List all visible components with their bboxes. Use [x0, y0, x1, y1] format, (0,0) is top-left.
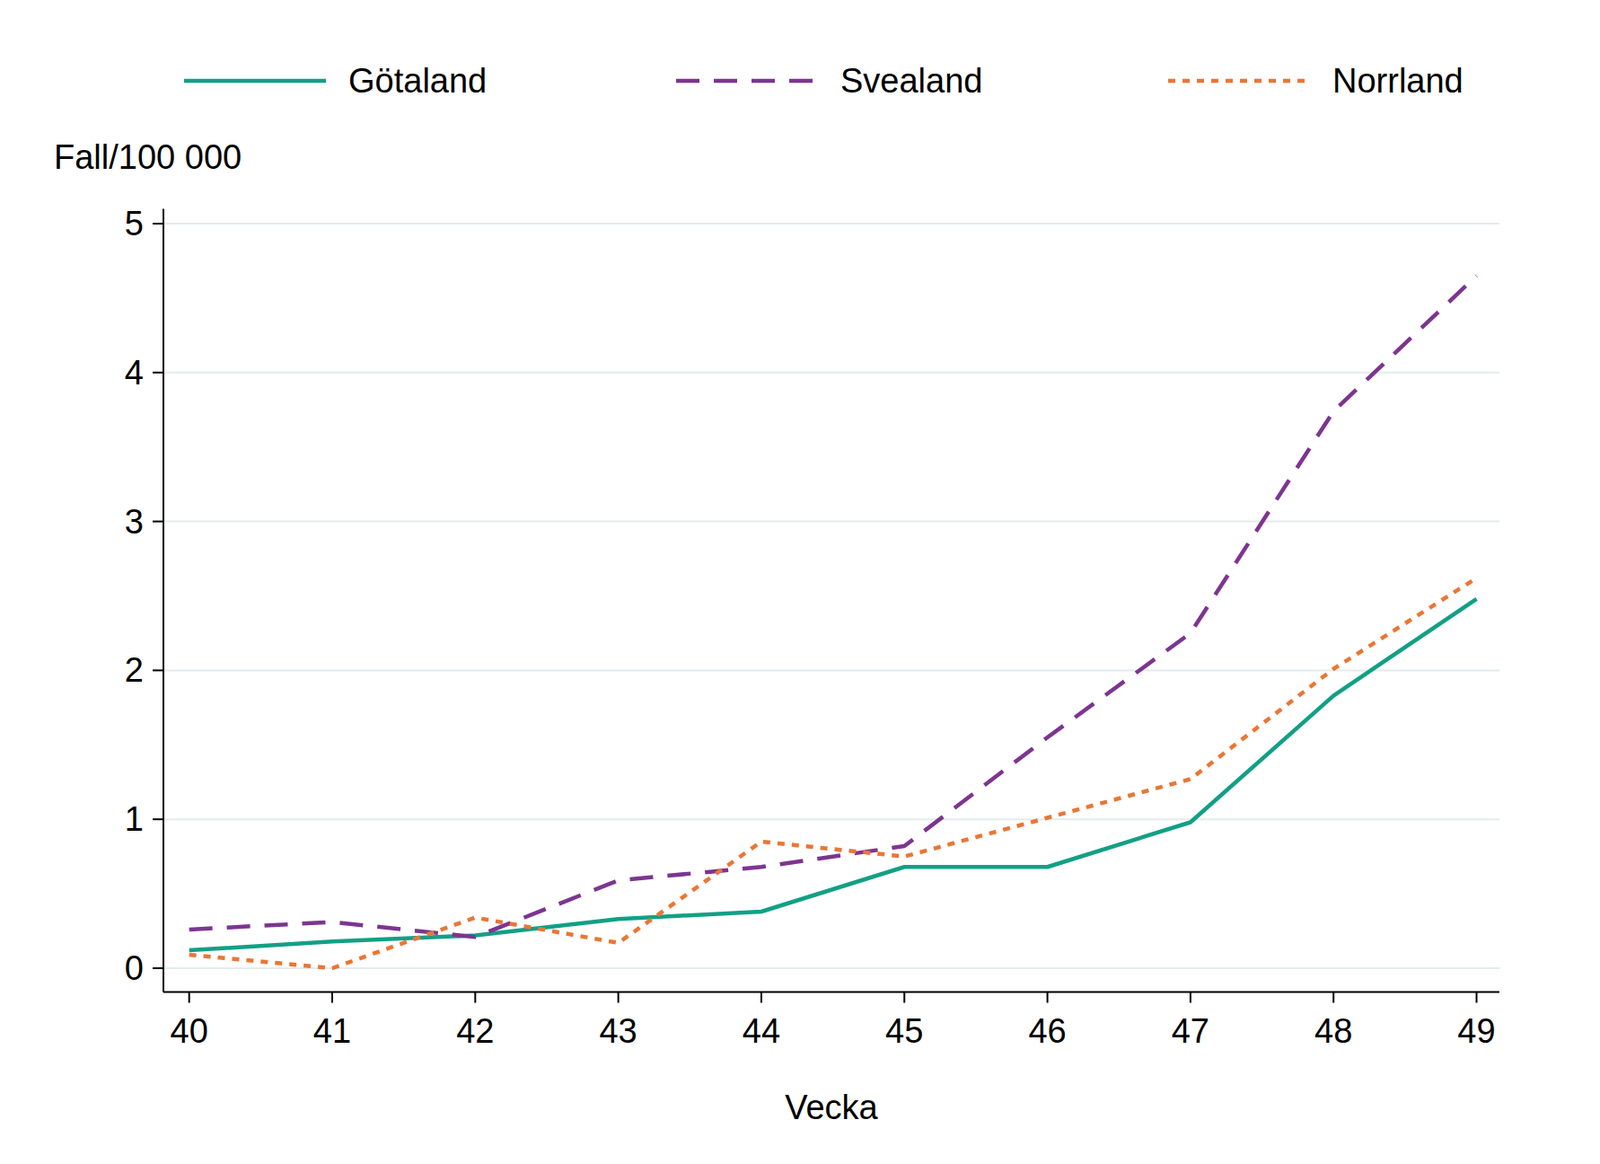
grid-line	[163, 668, 1500, 671]
legend-swatch	[676, 79, 818, 84]
legend-label: Götaland	[348, 61, 487, 100]
x-tick-label: 44	[742, 1011, 781, 1050]
series-line	[189, 275, 1477, 937]
x-tick	[1189, 992, 1192, 1003]
y-axis-label: Fall/100 000	[53, 138, 242, 176]
x-tick-label: 41	[313, 1011, 352, 1050]
x-tick	[617, 992, 620, 1003]
x-tick-label: 42	[456, 1011, 494, 1050]
x-tick	[474, 992, 476, 1003]
grid-line	[163, 222, 1500, 225]
chart: 01234540414243444546474849Fall/100 000Ve…	[0, 0, 1600, 1164]
grid-line	[163, 371, 1500, 374]
y-tick-label: 5	[124, 204, 144, 243]
grid-line	[163, 817, 1500, 820]
y-tick	[152, 520, 164, 523]
series-line	[189, 598, 1477, 950]
y-tick-label: 4	[124, 353, 144, 392]
y-axis	[162, 208, 165, 992]
x-tick	[760, 992, 763, 1003]
y-tick-label: 2	[124, 650, 144, 689]
x-tick	[903, 992, 906, 1003]
y-tick	[152, 222, 164, 225]
grid-line	[163, 967, 1500, 969]
grid-line	[163, 520, 1500, 523]
legend-swatch	[184, 79, 326, 84]
x-axis-label: Vecka	[784, 1088, 879, 1126]
x-tick-label: 40	[170, 1011, 209, 1050]
legend-label: Norrland	[1332, 61, 1464, 100]
series-line	[189, 578, 1477, 968]
legend-label: Svealand	[840, 61, 983, 100]
y-tick	[152, 371, 164, 374]
x-tick	[1476, 992, 1478, 1003]
x-tick	[331, 992, 334, 1003]
x-tick	[188, 992, 191, 1003]
y-tick	[152, 817, 164, 820]
x-tick-label: 43	[598, 1011, 637, 1050]
y-tick-label: 0	[124, 949, 144, 987]
x-tick-label: 46	[1028, 1011, 1066, 1050]
x-tick-label: 45	[885, 1011, 924, 1050]
y-tick	[152, 967, 164, 969]
x-axis	[163, 991, 1500, 994]
y-tick	[152, 668, 164, 671]
legend-swatch	[1168, 79, 1310, 84]
x-tick	[1332, 992, 1335, 1003]
x-tick-label: 49	[1457, 1011, 1495, 1050]
x-tick-label: 48	[1314, 1011, 1353, 1050]
x-tick	[1046, 992, 1049, 1003]
y-tick-label: 3	[124, 502, 144, 541]
y-tick-label: 1	[124, 800, 144, 838]
x-tick-label: 47	[1171, 1011, 1210, 1050]
lines	[189, 275, 1477, 968]
